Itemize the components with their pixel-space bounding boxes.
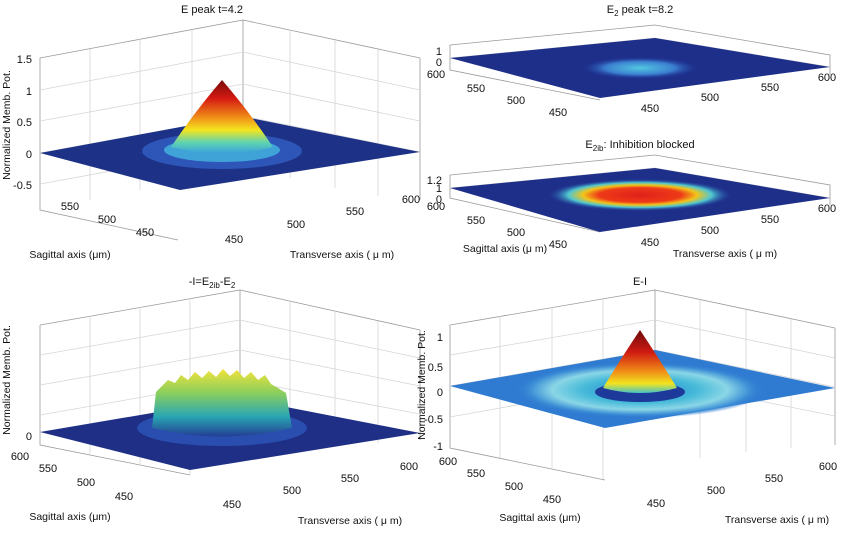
surface-peak (603, 330, 677, 393)
sagittal-axis-label: Sagittal axis (μm) (29, 249, 110, 261)
transverse-tick: 550 (761, 82, 779, 94)
transverse-tick: 600 (402, 194, 420, 206)
title-rest: : Inhibition blocked (603, 139, 694, 151)
z-tick: 1 (436, 46, 442, 58)
z-axis-label: Normalized Memb. Pot. (1, 70, 13, 180)
panel-e2-peak: E2 peak t=8.2 1 0 600 550 500 450 450 50… (427, 4, 836, 119)
transverse-tick: 600 (818, 203, 836, 215)
z-tick: -0.5 (13, 180, 32, 192)
z-tick: 0 (436, 194, 442, 206)
transverse-tick: 600 (400, 461, 418, 473)
sagittal-tick: 550 (467, 215, 485, 227)
panel-e-peak: E peak t=4.2 (1, 4, 421, 261)
transverse-tick: 450 (641, 237, 659, 249)
z-tick: 1 (437, 332, 443, 344)
sagittal-tick: 550 (39, 463, 57, 475)
z-axis-label: Normalized Memb. Pot. (416, 330, 428, 440)
panel-e-minus-i: E-I 1 0.5 0 -0.5 -1 Normalized Mem (416, 276, 837, 526)
transverse-tick: 450 (641, 103, 659, 115)
sagittal-axis-label: Sagittal axis (μm) (499, 512, 580, 524)
panel-title: E peak t=4.2 (181, 4, 243, 16)
transverse-axis-label: Transverse axis ( μ m) (290, 249, 394, 261)
transverse-tick: 450 (223, 499, 241, 511)
title-rest: -E (220, 276, 231, 288)
sagittal-tick: 550 (61, 201, 79, 213)
transverse-tick: 550 (341, 473, 359, 485)
panel-title: E2 peak t=8.2 (607, 4, 674, 18)
surface-disc (582, 57, 698, 79)
axes-box (39, 289, 421, 476)
sagittal-axis-label: Sagittal axis (μm) (29, 511, 110, 523)
sagittal-tick: 600 (427, 69, 445, 81)
sagittal-ticks: 550 500 450 (61, 201, 154, 239)
transverse-tick: 550 (761, 214, 779, 226)
z-tick: 0.5 (17, 117, 32, 129)
sagittal-axis-label: Sagittal axis (μ m) (463, 243, 547, 255)
z-tick: 0.5 (428, 362, 443, 374)
z-tick: 0 (26, 149, 32, 161)
transverse-axis-label: Transverse axis ( μ m) (673, 248, 777, 260)
sagittal-tick: 450 (549, 107, 567, 119)
sagittal-tick: 500 (505, 481, 523, 493)
panel-title: E-I (633, 276, 647, 288)
transverse-ticks: 450 500 550 600 (225, 194, 420, 246)
z-tick: 1.5 (17, 54, 32, 66)
transverse-tick: 450 (647, 498, 665, 510)
transverse-tick: 550 (346, 206, 364, 218)
transverse-tick: 500 (701, 225, 719, 237)
z-tick: 0 (436, 57, 442, 69)
panel-title: -I=E2ib-E2 (189, 276, 236, 290)
title-sub2: 2 (231, 281, 236, 290)
z-tick: -1 (433, 441, 443, 453)
title-main: -I=E (189, 276, 209, 288)
transverse-axis-label: Transverse axis ( μ m) (725, 514, 829, 526)
title-rest: peak t=8.2 (619, 4, 674, 16)
transverse-axis-label: Transverse axis ( μ m) (298, 515, 402, 527)
title-sub: 2 (614, 9, 619, 18)
surface-peak (171, 80, 273, 154)
panel-e2ib: E2ib: Inhibition blocked 1.2 1 0 600 550… (427, 139, 836, 260)
sagittal-tick: 550 (467, 468, 485, 480)
transverse-tick: 450 (225, 234, 243, 246)
transverse-tick: 500 (707, 485, 725, 497)
sagittal-tick: 500 (98, 214, 116, 226)
sagittal-tick: 500 (77, 477, 95, 489)
transverse-tick: 500 (287, 219, 305, 231)
title-main: E (585, 139, 592, 151)
z-tick: -0.5 (424, 414, 443, 426)
sagittal-tick: 600 (11, 451, 29, 463)
transverse-tick: 500 (283, 485, 301, 497)
sagittal-tick: 450 (543, 494, 561, 506)
title-sub: 2ib (593, 144, 604, 153)
title-sub: 2ib (209, 281, 220, 290)
sagittal-tick: 500 (507, 227, 525, 239)
z-tick: 0 (26, 431, 32, 443)
surface-plateau (152, 369, 292, 437)
sagittal-tick: 550 (467, 83, 485, 95)
z-tick: 0 (437, 387, 443, 399)
sagittal-tick: 500 (507, 95, 525, 107)
z-tick: 1 (26, 86, 32, 98)
transverse-tick: 600 (818, 72, 836, 84)
panel-minus-i: -I=E2ib-E2 0 Normalized Memb. Pot. 600 5… (1, 276, 421, 527)
transverse-tick: 550 (765, 473, 783, 485)
sagittal-tick: 450 (549, 239, 567, 251)
surface-disc (548, 179, 732, 211)
sagittal-tick: 600 (427, 201, 445, 213)
z-tick: 1 (436, 183, 442, 195)
transverse-tick: 500 (701, 92, 719, 104)
sagittal-tick: 450 (115, 491, 133, 503)
sagittal-tick: 450 (136, 227, 154, 239)
transverse-tick: 600 (819, 461, 837, 473)
z-ticks: 1.5 1 0.5 0 -0.5 (13, 54, 32, 192)
panel-title: E2ib: Inhibition blocked (585, 139, 694, 153)
title-main: E (607, 4, 614, 16)
sagittal-tick: 600 (439, 456, 457, 468)
z-axis-label: Normalized Memb. Pot. (1, 325, 13, 435)
z-tick: 1.2 (427, 175, 442, 187)
